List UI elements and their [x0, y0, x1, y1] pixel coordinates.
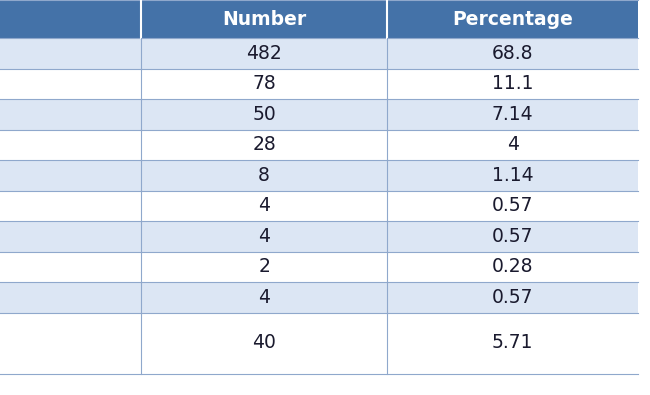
- Bar: [141, 99, 387, 130]
- Text: 28: 28: [252, 135, 276, 154]
- Bar: [387, 282, 638, 312]
- Text: 78: 78: [252, 74, 276, 93]
- Bar: [0, 38, 141, 68]
- Text: 0.28: 0.28: [492, 257, 534, 276]
- Text: 5.71: 5.71: [492, 333, 534, 352]
- Bar: [387, 190, 638, 221]
- Bar: [0, 252, 141, 282]
- Text: Percentage: Percentage: [452, 9, 573, 28]
- Bar: [387, 160, 638, 190]
- Text: 4: 4: [258, 288, 270, 307]
- Bar: [141, 190, 387, 221]
- Bar: [0, 160, 141, 190]
- Bar: [0, 68, 141, 99]
- Bar: [141, 252, 387, 282]
- Bar: [0, 130, 141, 160]
- Bar: [0, 221, 141, 252]
- Bar: [141, 0, 387, 38]
- Bar: [0, 312, 141, 374]
- Bar: [387, 68, 638, 99]
- Bar: [387, 99, 638, 130]
- Bar: [141, 221, 387, 252]
- Bar: [0, 190, 141, 221]
- Bar: [0, 0, 141, 38]
- Text: 4: 4: [258, 196, 270, 215]
- Text: 1.14: 1.14: [492, 166, 534, 185]
- Bar: [387, 0, 638, 38]
- Bar: [387, 38, 638, 68]
- Text: 0.57: 0.57: [492, 196, 534, 215]
- Bar: [0, 99, 141, 130]
- Text: 4: 4: [258, 227, 270, 246]
- Bar: [141, 68, 387, 99]
- Bar: [387, 221, 638, 252]
- Bar: [387, 252, 638, 282]
- Bar: [0, 282, 141, 312]
- Bar: [141, 38, 387, 68]
- Text: Number: Number: [222, 9, 306, 28]
- Text: 40: 40: [252, 333, 276, 352]
- Text: 482: 482: [246, 44, 282, 63]
- Text: 4: 4: [507, 135, 519, 154]
- Text: 0.57: 0.57: [492, 227, 534, 246]
- Bar: [141, 160, 387, 190]
- Bar: [141, 282, 387, 312]
- Bar: [387, 312, 638, 374]
- Text: 11.1: 11.1: [492, 74, 534, 93]
- Text: 68.8: 68.8: [492, 44, 534, 63]
- Text: 0.57: 0.57: [492, 288, 534, 307]
- Bar: [141, 312, 387, 374]
- Text: 2: 2: [258, 257, 270, 276]
- Text: 8: 8: [258, 166, 270, 185]
- Text: 7.14: 7.14: [492, 105, 534, 124]
- Bar: [387, 130, 638, 160]
- Text: 50: 50: [252, 105, 276, 124]
- Bar: [141, 130, 387, 160]
